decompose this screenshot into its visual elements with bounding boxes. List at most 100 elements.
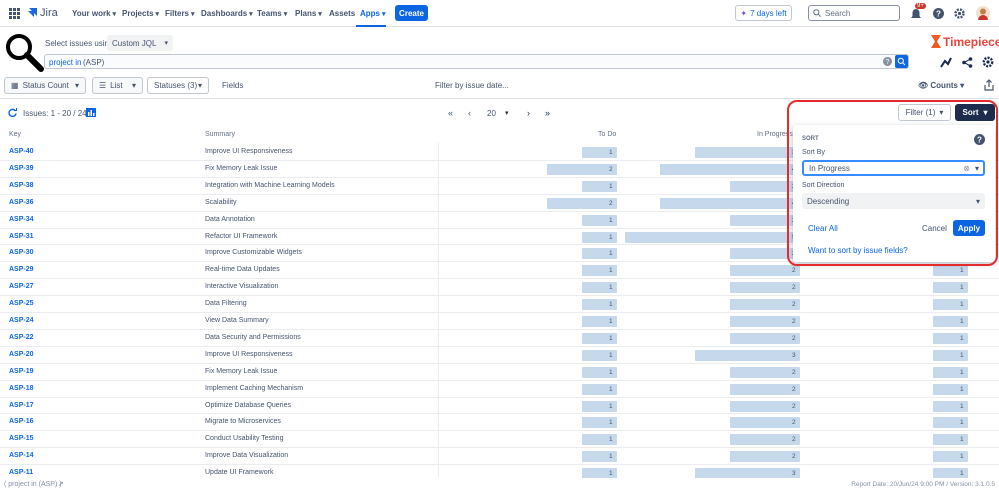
- notification-badge: 9+: [915, 3, 926, 9]
- issue-key[interactable]: ASP-30: [9, 249, 34, 257]
- issue-key[interactable]: ASP-20: [9, 350, 34, 358]
- page-size[interactable]: 20: [487, 109, 496, 118]
- search-icon: [813, 9, 821, 17]
- count-bar: [730, 248, 800, 260]
- open-link-icon[interactable]: ↗: [58, 481, 64, 488]
- trial-button[interactable]: ✦ 7 days left: [735, 5, 792, 21]
- nav-item[interactable]: Projects: [122, 9, 159, 18]
- count-bar: [730, 214, 800, 226]
- mode-select[interactable]: Custom JQL ▾: [107, 35, 173, 51]
- nav-item[interactable]: Plans: [295, 9, 322, 18]
- nav-item[interactable]: Your work: [72, 9, 116, 18]
- issue-key[interactable]: ASP-27: [9, 283, 34, 291]
- sort-by-select[interactable]: In Progress ⊗ ▾: [802, 160, 985, 176]
- settings-icon[interactable]: [982, 56, 994, 68]
- count-bar: [730, 451, 800, 463]
- previous-page[interactable]: ‹: [468, 108, 471, 118]
- apply-button[interactable]: Apply: [953, 220, 985, 236]
- issue-key[interactable]: ASP-29: [9, 266, 34, 274]
- share-icon[interactable]: [962, 57, 973, 68]
- filter-button[interactable]: Filter (1) ▾: [898, 104, 951, 121]
- count-bar: [547, 197, 617, 209]
- jql-help[interactable]: ?: [883, 57, 892, 66]
- nav-item[interactable]: Teams: [257, 9, 287, 18]
- jql-search-button[interactable]: [895, 55, 908, 68]
- fields-label: Fields: [222, 81, 244, 90]
- help-icon[interactable]: ?: [933, 8, 944, 19]
- last-page[interactable]: »: [545, 108, 551, 118]
- caret: ▾: [164, 40, 168, 47]
- issue-key[interactable]: ASP-19: [9, 367, 34, 375]
- date-filter[interactable]: Filter by issue date...: [435, 81, 509, 90]
- count-bar: [730, 400, 800, 412]
- issue-key[interactable]: ASP-18: [9, 384, 34, 392]
- issue-key[interactable]: ASP-38: [9, 181, 34, 189]
- view-select[interactable]: ▦ Status Count ▾: [4, 77, 86, 94]
- count-bar: [933, 299, 968, 311]
- count-value: 1: [960, 318, 964, 325]
- avatar[interactable]: [976, 6, 990, 20]
- issue-key[interactable]: ASP-24: [9, 317, 34, 324]
- sort-fields-link[interactable]: Want to sort by issue fields?: [808, 246, 908, 255]
- nav-item[interactable]: Apps: [360, 9, 385, 18]
- count-bar: [933, 400, 968, 412]
- clear-icon[interactable]: ⊗: [963, 163, 970, 173]
- count-value: 2: [609, 165, 613, 173]
- statuses-select[interactable]: Statuses (3) ▾: [147, 77, 209, 94]
- issue-key[interactable]: ASP-16: [9, 418, 34, 426]
- issue-key[interactable]: ASP-22: [9, 333, 34, 341]
- count-value: 1: [960, 334, 964, 342]
- app-switcher[interactable]: [9, 8, 20, 19]
- issue-key[interactable]: ASP-31: [9, 232, 34, 240]
- row-divider: [0, 176, 999, 178]
- count-bar: [582, 265, 617, 277]
- sort-button[interactable]: Sort ▾: [955, 104, 995, 121]
- issue-key[interactable]: ASP-34: [9, 215, 34, 223]
- issue-key[interactable]: ASP-39: [9, 164, 34, 172]
- nav-item[interactable]: Dashboards: [201, 9, 253, 18]
- issue-key[interactable]: ASP-11: [9, 469, 34, 477]
- next-page[interactable]: ›: [527, 108, 530, 118]
- issue-key[interactable]: ASP-15: [9, 435, 34, 443]
- count-bar: [695, 468, 800, 478]
- notifications-icon[interactable]: [910, 8, 922, 20]
- filter-label: Filter (1): [905, 108, 936, 117]
- help-icon[interactable]: ?: [974, 134, 985, 145]
- first-page[interactable]: «: [448, 108, 454, 118]
- settings-icon[interactable]: [954, 8, 965, 19]
- fields-button[interactable]: Fields: [215, 77, 249, 94]
- clear-all[interactable]: Clear All: [808, 224, 838, 233]
- chart-icon[interactable]: [86, 108, 96, 117]
- issue-key[interactable]: ASP-25: [9, 300, 34, 308]
- refresh-icon[interactable]: [8, 108, 17, 117]
- grid-icon: ▦: [11, 81, 19, 90]
- layout-select[interactable]: ☰ List ▾: [92, 77, 143, 94]
- count-value: 3: [792, 351, 796, 359]
- jql-input[interactable]: project in (ASP) ?: [44, 54, 909, 69]
- count-value: 1: [609, 368, 613, 376]
- direction-select[interactable]: Descending ▾: [802, 193, 985, 209]
- count-value: 2: [792, 419, 796, 427]
- chart-config-icon[interactable]: [940, 57, 952, 68]
- row-divider: [0, 295, 999, 297]
- count-value: 2: [792, 402, 796, 410]
- nav-item[interactable]: Assets: [329, 9, 356, 18]
- issue-key[interactable]: ASP-40: [9, 148, 34, 155]
- nav-item[interactable]: Filters: [165, 9, 194, 18]
- logo-text[interactable]: Jira: [40, 7, 58, 19]
- export-icon[interactable]: [984, 79, 994, 91]
- cancel-button[interactable]: Cancel: [922, 224, 947, 233]
- issue-key[interactable]: ASP-17: [9, 401, 34, 409]
- issue-key[interactable]: ASP-36: [9, 198, 34, 206]
- column-header: To Do: [598, 131, 617, 138]
- issue-key[interactable]: ASP-14: [9, 452, 34, 460]
- count-value: 1: [960, 402, 964, 410]
- search-input[interactable]: Search: [808, 5, 900, 21]
- row-divider: [0, 430, 999, 432]
- create-button[interactable]: Create: [395, 5, 428, 21]
- column-header: Key: [9, 131, 22, 138]
- issue-count: Issues: 1 - 20 / 24: [23, 109, 87, 118]
- caret: ▾: [131, 81, 136, 90]
- count-value: 2: [792, 301, 796, 309]
- counts-toggle[interactable]: 👁 Counts ▾: [918, 81, 964, 90]
